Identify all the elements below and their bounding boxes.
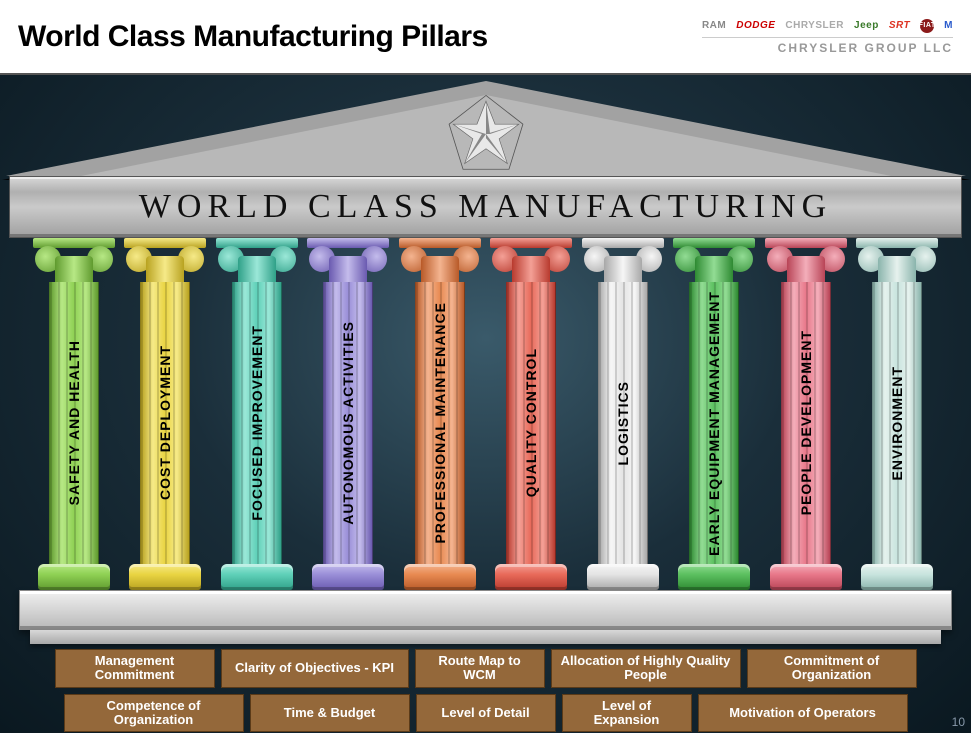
brand-srt: SRT: [889, 20, 910, 31]
pillar: ENVIRONMENT: [856, 238, 938, 590]
pillar-capital: [765, 238, 847, 282]
pillar-base: [129, 564, 201, 590]
temple-banner-text: WORLD CLASS MANUFACTURING: [139, 188, 832, 226]
foundation-block: Motivation of Operators: [698, 694, 908, 733]
pillar-label: FOCUSED IMPROVEMENT: [249, 325, 265, 521]
foundation-block: Route Map to WCM: [415, 649, 545, 688]
pillar-base: [404, 564, 476, 590]
brand-block: RAM DODGE CHRYSLER Jeep SRT FIAT M CHRYS…: [702, 19, 953, 55]
pillar: PEOPLE DEVELOPMENT: [765, 238, 847, 590]
pillar: SAFETY AND HEALTH: [33, 238, 115, 590]
pillar-label: QUALITY CONTROL: [523, 348, 539, 497]
pillar-capital: [124, 238, 206, 282]
pillar-base: [861, 564, 933, 590]
pillar: EARLY EQUIPMENT MANAGEMENT: [673, 238, 755, 590]
pillar-base: [495, 564, 567, 590]
pillar-capital: [856, 238, 938, 282]
pillar-base: [312, 564, 384, 590]
pillar-capital: [33, 238, 115, 282]
pillar-shaft: QUALITY CONTROL: [506, 282, 556, 564]
slide-title: World Class Manufacturing Pillars: [18, 20, 488, 54]
stylobate-upper: [19, 590, 952, 630]
pillar-label: EARLY EQUIPMENT MANAGEMENT: [706, 291, 722, 556]
pillar-shaft: PROFESSIONAL MAINTENANCE: [415, 282, 465, 564]
foundation-block: Time & Budget: [250, 694, 410, 733]
pillar-shaft: FOCUSED IMPROVEMENT: [232, 282, 282, 564]
pillar: QUALITY CONTROL: [490, 238, 572, 590]
pillar-label: LOGISTICS: [615, 381, 631, 465]
pillar-label: SAFETY AND HEALTH: [66, 340, 82, 505]
pillar-label: ENVIRONMENT: [889, 366, 905, 480]
foundation-block: Level of Expansion: [562, 694, 692, 733]
pillar-shaft: AUTONOMOUS ACTIVITIES: [323, 282, 373, 564]
pillar-shaft: ENVIRONMENT: [872, 282, 922, 564]
pillar-base: [221, 564, 293, 590]
pillar-capital: [490, 238, 572, 282]
pillar: PROFESSIONAL MAINTENANCE: [399, 238, 481, 590]
pillar-base: [678, 564, 750, 590]
pillar-shaft: LOGISTICS: [598, 282, 648, 564]
brand-logos-row: RAM DODGE CHRYSLER Jeep SRT FIAT M: [702, 19, 953, 33]
diagram-stage: WORLD CLASS MANUFACTURING SAFETY AND HEA…: [0, 75, 971, 733]
pillar-label: PEOPLE DEVELOPMENT: [798, 330, 814, 515]
entablature: WORLD CLASS MANUFACTURING: [9, 176, 962, 238]
pillar-capital: [399, 238, 481, 282]
brand-ram: RAM: [702, 20, 726, 31]
brand-chrysler: CHRYSLER: [785, 20, 844, 31]
pillar: COST DEPLOYMENT: [124, 238, 206, 590]
colonnade: SAFETY AND HEALTH COST DEPLOYMENT FOCUSED …: [33, 238, 938, 590]
page-number: 10: [952, 715, 965, 729]
pillar-capital: [673, 238, 755, 282]
pillar-base: [38, 564, 110, 590]
brand-mopar: M: [944, 20, 953, 31]
slide-header: World Class Manufacturing Pillars RAM DO…: [0, 0, 971, 75]
stylobate-lower: [30, 630, 941, 644]
pillar-shaft: SAFETY AND HEALTH: [49, 282, 99, 564]
foundation: Management CommitmentClarity of Objectiv…: [50, 649, 921, 732]
foundation-block: Clarity of Objectives - KPI: [221, 649, 409, 688]
pillar: AUTONOMOUS ACTIVITIES: [307, 238, 389, 590]
pillar-capital: [307, 238, 389, 282]
foundation-block: Commitment of Organization: [747, 649, 917, 688]
pillar: LOGISTICS: [582, 238, 664, 590]
company-name: CHRYSLER GROUP LLC: [702, 37, 953, 55]
foundation-row-2: Competence of OrganizationTime & BudgetL…: [50, 694, 921, 733]
pillar-label: PROFESSIONAL MAINTENANCE: [432, 302, 448, 544]
foundation-block: Level of Detail: [416, 694, 556, 733]
pillar-base: [587, 564, 659, 590]
brand-fiat: FIAT: [920, 19, 934, 33]
pillar-capital: [216, 238, 298, 282]
pillar-base: [770, 564, 842, 590]
brand-dodge: DODGE: [736, 20, 775, 31]
pillar: FOCUSED IMPROVEMENT: [216, 238, 298, 590]
pillar-shaft: EARLY EQUIPMENT MANAGEMENT: [689, 282, 739, 564]
brand-jeep: Jeep: [854, 20, 879, 31]
pillar-shaft: PEOPLE DEVELOPMENT: [781, 282, 831, 564]
foundation-block: Management Commitment: [55, 649, 215, 688]
pentastar-icon: [445, 93, 527, 175]
foundation-row-1: Management CommitmentClarity of Objectiv…: [50, 649, 921, 688]
pillar-capital: [582, 238, 664, 282]
foundation-block: Competence of Organization: [64, 694, 244, 733]
pillar-label: AUTONOMOUS ACTIVITIES: [340, 321, 356, 525]
pillar-shaft: COST DEPLOYMENT: [140, 282, 190, 564]
foundation-block: Allocation of Highly Quality People: [551, 649, 741, 688]
pillar-label: COST DEPLOYMENT: [157, 345, 173, 500]
